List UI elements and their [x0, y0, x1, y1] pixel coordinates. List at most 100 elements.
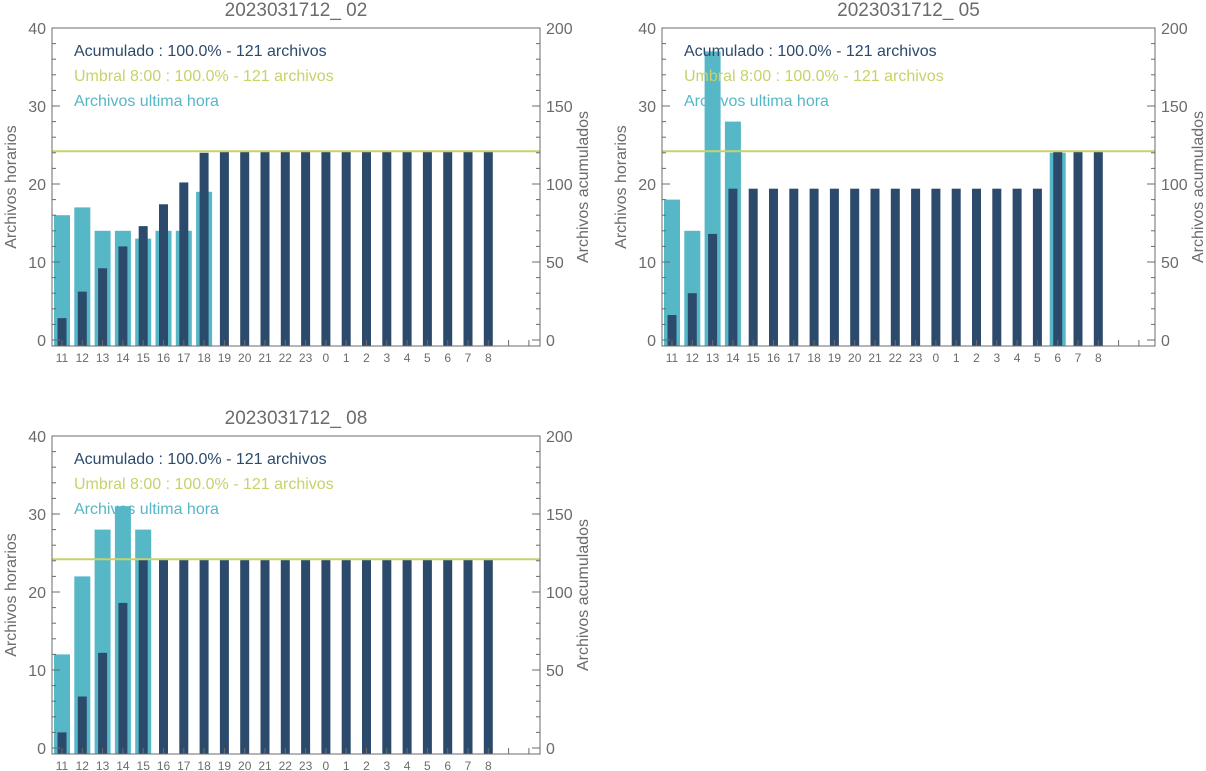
x-tick-label: 13 — [96, 351, 110, 365]
cumulative-bar — [260, 559, 270, 754]
y2-tick-label: 150 — [546, 99, 573, 116]
y-axis-label: Archivos horarios — [613, 125, 630, 249]
y2-tick-label: 100 — [1161, 177, 1188, 194]
cumulative-bar — [667, 315, 677, 346]
x-tick-label: 0 — [323, 351, 330, 365]
x-tick-label: 4 — [1014, 351, 1021, 365]
cumulative-bar — [809, 188, 819, 346]
cumulative-bar — [1073, 151, 1083, 346]
x-tick-label: 20 — [238, 759, 252, 771]
x-tick-label: 0 — [323, 759, 330, 771]
chart-title: 2023031712_ 02 — [225, 0, 368, 21]
cumulative-bar — [463, 151, 473, 346]
cumulative-bar — [98, 268, 108, 346]
x-tick-label: 11 — [56, 351, 69, 365]
x-tick-label: 22 — [279, 351, 293, 365]
y2-tick-label: 100 — [546, 585, 573, 602]
cumulative-bar — [77, 291, 87, 346]
cumulative-bar — [382, 151, 392, 346]
y-tick-label: 0 — [647, 333, 656, 350]
y2-tick-label: 0 — [1161, 333, 1170, 350]
y2-tick-label: 150 — [1161, 99, 1188, 116]
x-tick-label: 16 — [157, 351, 171, 365]
cumulative-bar — [118, 246, 128, 346]
x-tick-label: 17 — [177, 351, 191, 365]
x-tick-label: 0 — [933, 351, 940, 365]
cumulative-bar — [280, 151, 290, 346]
x-tick-label: 4 — [404, 351, 411, 365]
x-tick-label: 2 — [363, 759, 370, 771]
x-tick-label: 4 — [404, 759, 411, 771]
cumulative-bar — [687, 293, 697, 346]
x-tick-label: 15 — [747, 351, 761, 365]
cumulative-bar — [890, 188, 900, 346]
cumulative-bar — [829, 188, 839, 346]
y-tick-label: 30 — [638, 99, 656, 116]
x-tick-label: 17 — [177, 759, 191, 771]
cumulative-bar — [443, 559, 453, 754]
x-tick-label: 17 — [787, 351, 801, 365]
y-tick-label: 40 — [28, 429, 46, 446]
cumulative-bar — [870, 188, 880, 346]
x-tick-label: 7 — [1075, 351, 1082, 365]
y-tick-label: 40 — [28, 21, 46, 38]
y-tick-label: 20 — [638, 177, 656, 194]
cumulative-bar — [362, 559, 371, 754]
cumulative-bar — [1093, 151, 1103, 346]
cumulative-bar — [199, 559, 209, 754]
y2-tick-label: 50 — [546, 255, 564, 272]
x-tick-label: 8 — [1095, 351, 1102, 365]
cumulative-bar — [362, 151, 371, 346]
x-tick-label: 1 — [953, 351, 960, 365]
x-tick-label: 13 — [706, 351, 720, 365]
x-tick-label: 7 — [465, 351, 472, 365]
cumulative-bar — [708, 233, 718, 346]
cumulative-bar — [769, 188, 778, 346]
cumulative-bar — [483, 559, 493, 754]
x-tick-label: 15 — [137, 351, 151, 365]
y-tick-label: 30 — [28, 99, 46, 116]
x-tick-label: 1 — [343, 759, 350, 771]
y-tick-label: 0 — [37, 333, 46, 350]
legend-entry: Archivos ultima hora — [684, 93, 829, 110]
x-tick-label: 18 — [197, 351, 211, 365]
x-tick-label: 5 — [424, 759, 431, 771]
x-tick-label: 1 — [343, 351, 350, 365]
cumulative-bar — [179, 182, 189, 346]
hourly-bar — [54, 215, 70, 346]
chart-title: 2023031712_ 05 — [837, 0, 980, 21]
hourly-bar — [54, 654, 70, 754]
y-tick-label: 20 — [28, 585, 46, 602]
x-tick-label: 3 — [993, 351, 1000, 365]
cumulative-bar — [280, 559, 290, 754]
y2-tick-label: 150 — [546, 507, 573, 524]
x-tick-label: 23 — [909, 351, 923, 365]
x-tick-label: 23 — [299, 759, 313, 771]
x-tick-label: 19 — [218, 351, 232, 365]
cumulative-bar — [179, 559, 189, 754]
y2-tick-label: 200 — [1161, 21, 1188, 38]
y-tick-label: 10 — [638, 255, 656, 272]
cumulative-bar — [199, 152, 209, 346]
cumulative-bar — [118, 602, 128, 754]
cumulative-bar — [972, 188, 981, 346]
cumulative-bar — [1053, 151, 1063, 346]
cumulative-bar — [138, 226, 148, 346]
x-tick-label: 14 — [116, 351, 130, 365]
cumulative-bar — [1032, 188, 1042, 346]
y-axis-label: Archivos horarios — [3, 125, 20, 249]
cumulative-bar — [483, 151, 493, 346]
x-tick-label: 2 — [973, 351, 980, 365]
y2-axis-label: Archivos acumulados — [575, 111, 592, 263]
x-tick-label: 23 — [299, 351, 313, 365]
x-tick-label: 21 — [258, 759, 272, 771]
cumulative-bar — [260, 151, 270, 346]
x-tick-label: 16 — [767, 351, 781, 365]
y-tick-label: 10 — [28, 255, 46, 272]
x-tick-label: 15 — [137, 759, 151, 771]
x-tick-label: 20 — [238, 351, 252, 365]
x-tick-label: 14 — [726, 351, 740, 365]
cumulative-bar — [57, 732, 67, 754]
cumulative-bar — [402, 151, 412, 346]
